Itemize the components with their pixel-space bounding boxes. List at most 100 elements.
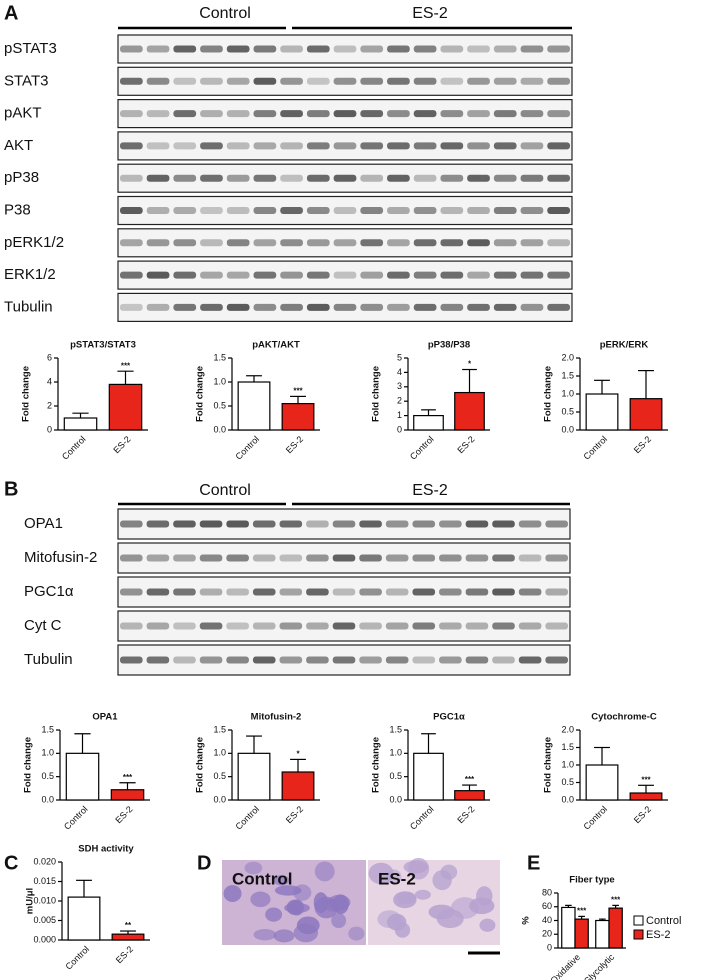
y-tick-label: 6 [47,352,52,362]
y-tick-label: 1.5 [389,724,402,734]
blot-band [493,303,517,311]
bar [111,933,145,941]
y-tick-label: 60 [542,901,552,911]
blot-band [146,588,170,596]
y-tick-label: 1.0 [561,759,574,769]
blot-band [547,207,570,214]
cell [414,889,431,900]
chart-title: pERK/ERK [600,340,649,351]
blot-band [173,45,197,53]
blot-band [520,110,544,118]
y-tick-label: 0.0 [213,424,226,434]
y-tick-label: 0.0 [561,424,574,434]
bar [108,383,143,431]
blot-band [306,271,330,279]
blot-band [333,142,357,150]
blot-band [199,554,223,562]
cell [273,929,295,943]
blot-band [467,142,490,150]
blot-band [120,554,143,562]
blot-band [306,174,330,182]
blot-band [200,207,223,214]
blot-band [332,554,356,562]
blot-band [360,77,384,85]
blot-band [385,656,409,664]
cell [377,910,402,928]
blot-band [412,622,436,630]
y-axis-label: Fold change [21,366,32,422]
blot-band [253,239,277,247]
blot-band [467,271,490,279]
blot-band [465,588,489,596]
blot-band [306,207,330,214]
blot-band [440,77,464,85]
blot-band [226,142,250,150]
cell [396,891,416,905]
blot-band [146,656,170,664]
blot-label: OPA1 [24,515,63,532]
blot-band [387,239,410,247]
blot-band [200,142,223,150]
blot-band [146,271,170,279]
blot-band [120,77,143,85]
x-tick-label: ES-2 [111,434,132,455]
blot-band [412,554,436,562]
blot-band [306,520,329,528]
y-tick-label: 1.5 [41,724,54,734]
blot-label: Tubulin [24,651,73,668]
y-tick-label: 2 [397,396,402,406]
blot-band [387,174,410,182]
blot-label: AKT [4,137,33,154]
blot-band [547,110,570,118]
blot-band [280,142,303,150]
blot-band [412,588,436,596]
bar [595,919,610,949]
blot-band [146,554,170,562]
blot-band [253,77,277,85]
x-tick-label: Control [408,434,436,462]
blot-band [173,520,196,528]
blot-band [360,110,384,118]
blot-band [146,110,170,118]
blot-band [200,271,223,279]
blot-band [387,271,410,279]
cell [274,885,302,896]
legend-swatch [633,915,644,926]
y-tick-label: 3 [397,381,402,391]
blot-band [492,588,515,596]
blot-band [440,110,464,118]
y-axis-label: Fold change [195,737,206,793]
blot-band [413,271,437,279]
blot-band [359,520,382,528]
blot-band [439,622,462,630]
blot-band [518,588,542,596]
blot-band [120,110,143,118]
blot-band [252,520,276,528]
x-tick-label: Control [64,944,92,972]
blot-band [413,239,437,247]
blot-band [493,239,517,247]
blot-band [173,239,197,247]
chart-title: Cytochrome-C [591,712,657,723]
histology [222,857,500,945]
cell [331,913,347,929]
y-tick-label: 40 [542,915,552,925]
blot-band [173,554,196,562]
blot-band [200,77,223,85]
group-label: ES-2 [412,482,448,499]
blot-band [545,622,568,630]
y-tick-label: 0.000 [33,934,56,944]
panel-letter: B [4,478,18,500]
blot-band [253,110,277,118]
blot-band [547,271,570,279]
x-tick-label: Oxidative [548,952,582,980]
y-tick-label: 1.0 [389,748,402,758]
blot-band [253,45,277,53]
blot-band [387,110,410,118]
y-tick-label: 0.0 [41,794,54,804]
blot-band [520,174,544,182]
blot-label: Cyt C [24,617,62,634]
blot-band [173,588,196,596]
blot-band [200,239,223,247]
y-tick-label: 1.5 [213,724,226,734]
